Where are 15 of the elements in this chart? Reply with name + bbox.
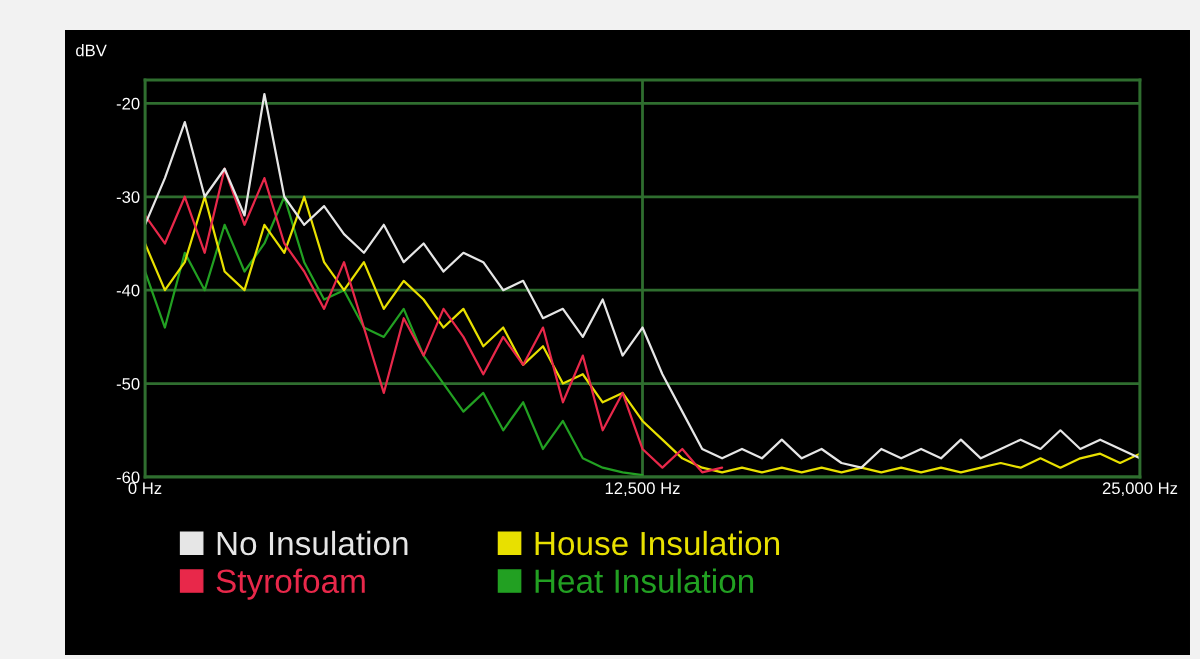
legend-label: Styrofoam xyxy=(216,568,365,600)
legend-label: House Insulation xyxy=(535,530,780,556)
y-tick-label: -60 xyxy=(116,471,140,484)
line-series xyxy=(145,92,1140,469)
y-tick-label: -20 xyxy=(116,97,140,110)
x-tick-label: 25,000 Hz xyxy=(1102,482,1178,497)
legend-label: No Insulation xyxy=(217,530,408,556)
y-axis-title: dBV xyxy=(76,44,107,57)
legend-label: Heat Insulation xyxy=(535,568,754,594)
y-tick-label: -50 xyxy=(116,377,140,390)
x-tick-label: 12,500 Hz xyxy=(605,482,680,497)
y-tick-label: -40 xyxy=(116,284,140,297)
x-tick-label: 0 Hz xyxy=(128,482,162,495)
y-tick-label: -30 xyxy=(116,191,140,203)
line-series xyxy=(145,195,644,477)
